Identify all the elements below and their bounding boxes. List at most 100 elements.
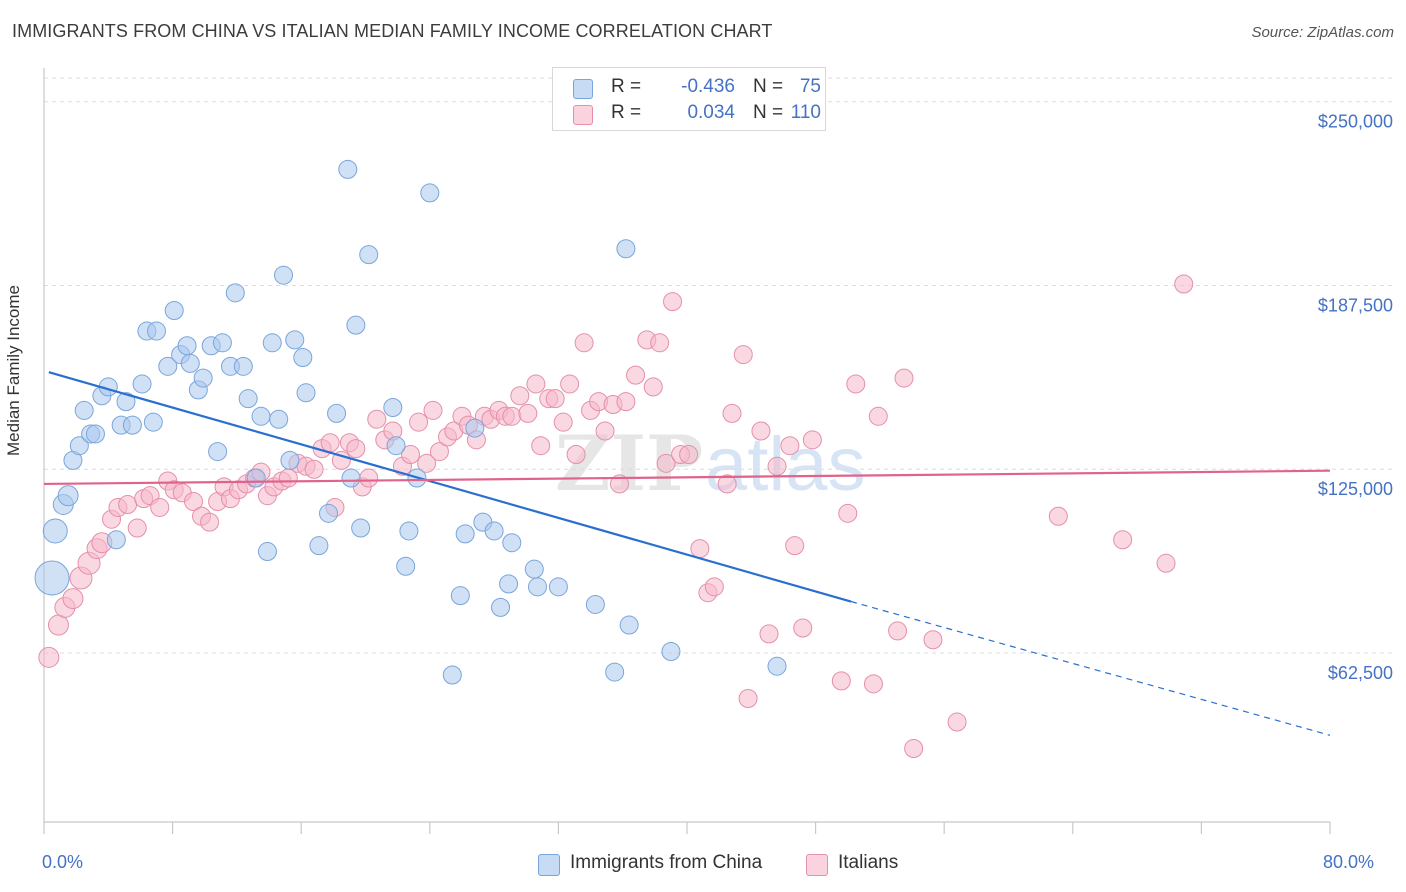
- italians-point: [780, 436, 800, 456]
- italians-point: [423, 400, 443, 420]
- italians-point: [359, 468, 379, 488]
- italians-point: [1156, 553, 1176, 573]
- legend-swatch-china: [538, 854, 560, 876]
- italians-point: [38, 646, 60, 668]
- x-tick-label-max: 80.0%: [1323, 852, 1375, 872]
- italians-point: [690, 539, 710, 559]
- china-point: [212, 333, 232, 353]
- china-point: [767, 656, 787, 676]
- china-point: [346, 315, 366, 335]
- china-point: [193, 368, 213, 388]
- italians-point: [1174, 274, 1194, 294]
- china-point: [359, 245, 379, 265]
- legend-item-china[interactable]: Immigrants from China: [538, 852, 798, 878]
- china-point: [442, 665, 462, 685]
- y-tick-label: $187,500: [1318, 295, 1393, 315]
- china-point: [262, 333, 282, 353]
- china-point: [69, 436, 89, 456]
- italians-point: [679, 445, 699, 465]
- italians-point: [1113, 530, 1133, 550]
- source-note: Source: ZipAtlas.com: [1251, 24, 1394, 41]
- italians-point: [47, 614, 69, 636]
- legend-item-italians[interactable]: Italians: [806, 852, 926, 878]
- italians-point: [320, 433, 340, 453]
- italians-point: [526, 374, 546, 394]
- china-point: [491, 597, 511, 617]
- china-point: [293, 348, 313, 368]
- china-trend-extension: [850, 600, 1331, 736]
- italians-point: [510, 386, 530, 406]
- china-point: [296, 383, 316, 403]
- x-tick-label-min: 0.0%: [42, 852, 84, 872]
- china-point: [85, 424, 105, 444]
- italians-point: [304, 459, 324, 479]
- italians-point: [722, 403, 742, 423]
- italians-point: [118, 495, 138, 515]
- china-point: [528, 577, 548, 597]
- legend-r-label: R =: [611, 102, 642, 123]
- italians-point: [609, 474, 629, 494]
- italians-point: [127, 518, 147, 538]
- italians-point: [888, 621, 908, 641]
- italians-point: [738, 689, 758, 709]
- china-point: [238, 389, 258, 409]
- legend-swatch-italians: [806, 854, 828, 876]
- china-point: [34, 560, 70, 596]
- italians-point: [868, 406, 888, 426]
- italians-point: [863, 674, 883, 694]
- china-point: [158, 356, 178, 376]
- china-point: [274, 265, 294, 285]
- italians-point: [656, 453, 676, 473]
- italians-point: [409, 412, 429, 432]
- italians-point: [553, 412, 573, 432]
- italians-point: [566, 445, 586, 465]
- italians-point: [62, 588, 84, 610]
- china-point: [285, 330, 305, 350]
- china-trend-line: [48, 371, 852, 603]
- legend-label-china: Immigrants from China: [570, 852, 763, 873]
- italians-point: [802, 430, 822, 450]
- china-point: [233, 356, 253, 376]
- legend-swatch-italians: [573, 105, 593, 125]
- italians-point: [751, 421, 771, 441]
- y-tick-label: $250,000: [1318, 112, 1393, 132]
- italians-point: [502, 406, 522, 426]
- italians-point: [429, 442, 449, 462]
- italians-point: [904, 739, 924, 759]
- italians-point: [531, 436, 551, 456]
- legend-n-value: 110: [790, 102, 821, 123]
- china-point: [269, 409, 289, 429]
- legend-n-value: 75: [799, 76, 821, 97]
- italians-points: [38, 274, 1194, 759]
- italians-point: [1048, 506, 1068, 526]
- china-point: [106, 530, 126, 550]
- legend-label-italians: Italians: [838, 852, 899, 873]
- china-point: [180, 353, 200, 373]
- italians-point: [574, 333, 594, 353]
- china-point: [585, 594, 605, 614]
- italians-point: [545, 389, 565, 409]
- legend-r-value: -0.436: [681, 76, 735, 97]
- italians-point: [733, 345, 753, 365]
- china-point: [309, 536, 329, 556]
- italians-point: [894, 368, 914, 388]
- china-point: [661, 641, 681, 661]
- legend-swatch-china: [573, 79, 593, 99]
- china-point: [251, 406, 271, 426]
- china-point: [548, 577, 568, 597]
- china-point: [450, 586, 470, 606]
- china-point: [605, 662, 625, 682]
- china-point: [225, 283, 245, 303]
- china-point: [341, 468, 361, 488]
- china-point: [351, 518, 371, 538]
- china-point: [499, 574, 519, 594]
- italians-point: [401, 445, 421, 465]
- italians-trend-line: [43, 469, 1331, 486]
- legend-n-label: N =: [753, 102, 784, 123]
- italians-point: [831, 671, 851, 691]
- y-tick-label: $62,500: [1328, 663, 1393, 683]
- italians-point: [417, 453, 437, 473]
- italians-point: [704, 577, 724, 597]
- italians-point: [200, 512, 220, 532]
